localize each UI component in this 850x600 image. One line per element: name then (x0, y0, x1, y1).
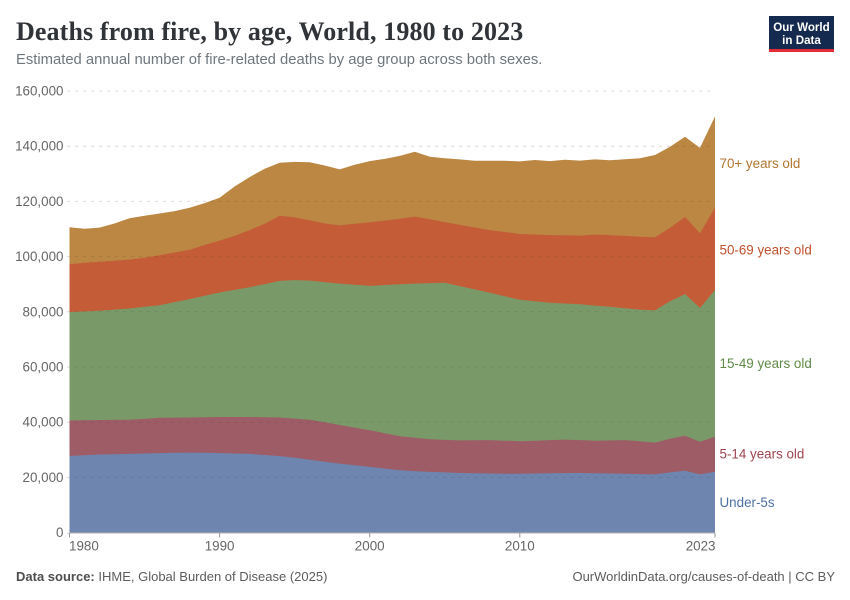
svg-text:120,000: 120,000 (15, 194, 63, 209)
svg-text:80,000: 80,000 (23, 304, 64, 319)
svg-text:2023: 2023 (686, 539, 716, 554)
svg-text:100,000: 100,000 (15, 249, 63, 264)
svg-text:2000: 2000 (355, 539, 385, 554)
svg-text:1980: 1980 (69, 539, 99, 554)
svg-text:40,000: 40,000 (23, 415, 64, 430)
svg-text:160,000: 160,000 (15, 84, 63, 99)
svg-text:5-14 years old: 5-14 years old (720, 447, 805, 462)
svg-text:0: 0 (56, 525, 63, 540)
svg-text:20,000: 20,000 (23, 470, 64, 485)
svg-text:2010: 2010 (505, 539, 535, 554)
svg-text:70+ years old: 70+ years old (720, 156, 801, 171)
svg-text:Under-5s: Under-5s (720, 495, 775, 510)
svg-text:50-69 years old: 50-69 years old (720, 243, 812, 258)
svg-text:15-49 years old: 15-49 years old (720, 356, 812, 371)
svg-text:1990: 1990 (205, 539, 235, 554)
svg-text:60,000: 60,000 (23, 360, 64, 375)
svg-text:140,000: 140,000 (15, 139, 63, 154)
